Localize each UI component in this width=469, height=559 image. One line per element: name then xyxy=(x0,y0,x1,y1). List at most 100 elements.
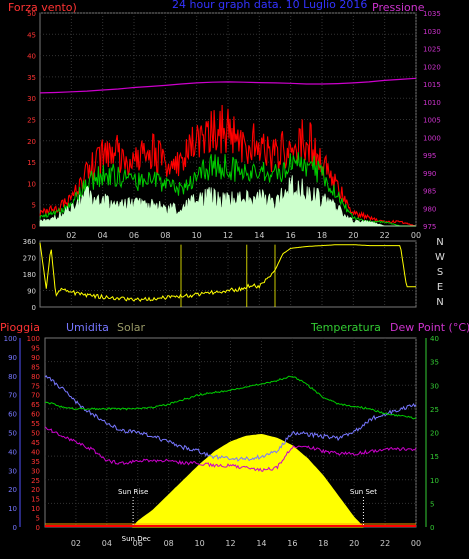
pressure-tick-label: 1005 xyxy=(423,117,441,125)
direction-tick-label: 270 xyxy=(23,255,36,263)
wind-axis-label: Forza vento) xyxy=(8,1,77,14)
time-tick-label: 00 xyxy=(411,539,421,548)
time-tick-label: 02 xyxy=(66,231,76,240)
time-tick-label: 10 xyxy=(194,539,204,548)
rain-tick-label: 80 xyxy=(31,373,40,381)
sunrise-annotation: Sun Rise xyxy=(118,488,148,496)
rain-tick-label: 90 xyxy=(31,354,40,362)
rain-tick-label: 55 xyxy=(31,420,40,428)
humidity-tick-label: 70 xyxy=(8,392,17,400)
time-tick-label: 06 xyxy=(133,539,143,548)
rain-legend-label: Pioggia xyxy=(0,321,40,334)
time-tick-label: 02 xyxy=(71,539,81,548)
pressure-tick-label: 1025 xyxy=(423,46,441,54)
temperature-tick-label: 5 xyxy=(430,500,434,508)
rain-tick-label: 40 xyxy=(31,448,40,456)
temperature-tick-label: 35 xyxy=(430,359,439,367)
rain-tick-label: 85 xyxy=(31,363,40,371)
temperature-tick-label: 15 xyxy=(430,453,439,461)
rain-tick-label: 25 xyxy=(31,477,40,485)
climate-chart-series xyxy=(44,374,417,528)
wind-tick-label: 45 xyxy=(27,31,36,39)
rain-tick-label: 75 xyxy=(31,382,40,390)
direction-chart-grid xyxy=(40,241,417,307)
pressure-tick-label: 985 xyxy=(423,188,436,196)
wind-gust-series-line xyxy=(39,104,417,227)
pressure-tick-label: 1035 xyxy=(423,10,441,18)
climate-chart-grid xyxy=(45,338,417,527)
chart-title: 24 hour graph data. 10 Luglio 2016 xyxy=(172,0,367,11)
dewpoint-series-line xyxy=(44,426,417,472)
time-tick-label: 08 xyxy=(164,539,174,548)
pressure-tick-label: 1020 xyxy=(423,63,441,71)
pressure-tick-label: 990 xyxy=(423,170,436,178)
direction-series-line xyxy=(39,242,416,302)
time-tick-label: 16 xyxy=(287,539,297,548)
time-tick-label: 12 xyxy=(225,539,235,548)
pressure-tick-label: 995 xyxy=(423,152,436,160)
wind-tick-label: 30 xyxy=(27,95,36,103)
time-tick-label: 22 xyxy=(380,231,390,240)
rain-tick-label: 45 xyxy=(31,439,40,447)
climate-chart-panel: 0102030405060708090100051015202530354045… xyxy=(0,321,469,548)
rain-tick-label: 60 xyxy=(31,411,40,419)
wind-right-ticks: 975 980 985 990 995 1000 1005 1010 1015 1020 1025 1… xyxy=(423,10,441,231)
wind-base-series-fill xyxy=(39,175,416,227)
wind-tick-label: 5 xyxy=(32,202,36,210)
direction-tick-label: 360 xyxy=(23,238,36,246)
direction-tick-label: 90 xyxy=(27,288,36,296)
wind-tick-label: 40 xyxy=(27,53,36,61)
rain-tick-label: 10 xyxy=(31,505,40,513)
rain-tick-label: 15 xyxy=(31,496,40,504)
pressure-tick-label: 980 xyxy=(423,205,436,213)
rain-tick-label: 50 xyxy=(31,430,40,438)
wind-chart-series xyxy=(39,77,417,227)
temperature-tick-label: 30 xyxy=(430,382,439,390)
wind-x-ticks: 02 04 06 08 10 12 14 16 18 20 22 00 xyxy=(66,231,421,240)
humidity-tick-label: 60 xyxy=(8,411,17,419)
rain-tick-label: 100 xyxy=(27,335,40,343)
rain-tick-label: 95 xyxy=(31,344,40,352)
compass-label: E xyxy=(437,282,443,293)
wind-mean-series-line xyxy=(39,152,416,227)
rain-tick-label: 65 xyxy=(31,401,40,409)
wind-tick-label: 0 xyxy=(32,223,36,231)
humidity-tick-label: 50 xyxy=(8,430,17,438)
wind-tick-label: 50 xyxy=(27,10,36,18)
humidity-tick-label: 10 xyxy=(8,505,17,513)
wind-tick-label: 20 xyxy=(27,138,36,146)
pressure-tick-label: 1015 xyxy=(423,81,441,89)
climate-axis-ticks: 0102030405060708090100051015202530354045… xyxy=(4,335,439,532)
direction-tick-label: 180 xyxy=(23,271,36,279)
time-tick-label: 00 xyxy=(411,231,421,240)
temperature-series-line xyxy=(44,375,417,420)
rain-tick-label: 0 xyxy=(36,524,40,532)
wind-tick-label: 25 xyxy=(27,117,36,125)
humidity-series-line xyxy=(44,374,417,462)
solar-legend-label: Solar xyxy=(117,321,146,334)
humidity-tick-label: 90 xyxy=(8,354,17,362)
pressure-tick-label: 975 xyxy=(423,223,436,231)
temperature-legend-label: Temperatura xyxy=(310,321,381,334)
pressure-axis-label: Pressione xyxy=(372,1,425,14)
direction-tick-label: 0 xyxy=(32,304,36,312)
rain-tick-label: 5 xyxy=(36,515,40,523)
time-tick-label: 08 xyxy=(160,231,170,240)
time-tick-label: 18 xyxy=(318,539,328,548)
temperature-tick-label: 0 xyxy=(430,524,434,532)
time-tick-label: 14 xyxy=(256,539,266,548)
pressure-series-line xyxy=(39,77,417,94)
climate-annotations: Sun Rise Sun Set Sun Dec xyxy=(118,488,377,543)
pressure-tick-label: 1030 xyxy=(423,28,441,36)
time-tick-label: 18 xyxy=(317,231,327,240)
temperature-tick-label: 10 xyxy=(430,477,439,485)
humidity-tick-label: 40 xyxy=(8,448,17,456)
rain-tick-label: 70 xyxy=(31,392,40,400)
time-tick-label: 20 xyxy=(349,539,359,548)
humidity-tick-label: 80 xyxy=(8,373,17,381)
compass-label: S xyxy=(437,267,443,278)
